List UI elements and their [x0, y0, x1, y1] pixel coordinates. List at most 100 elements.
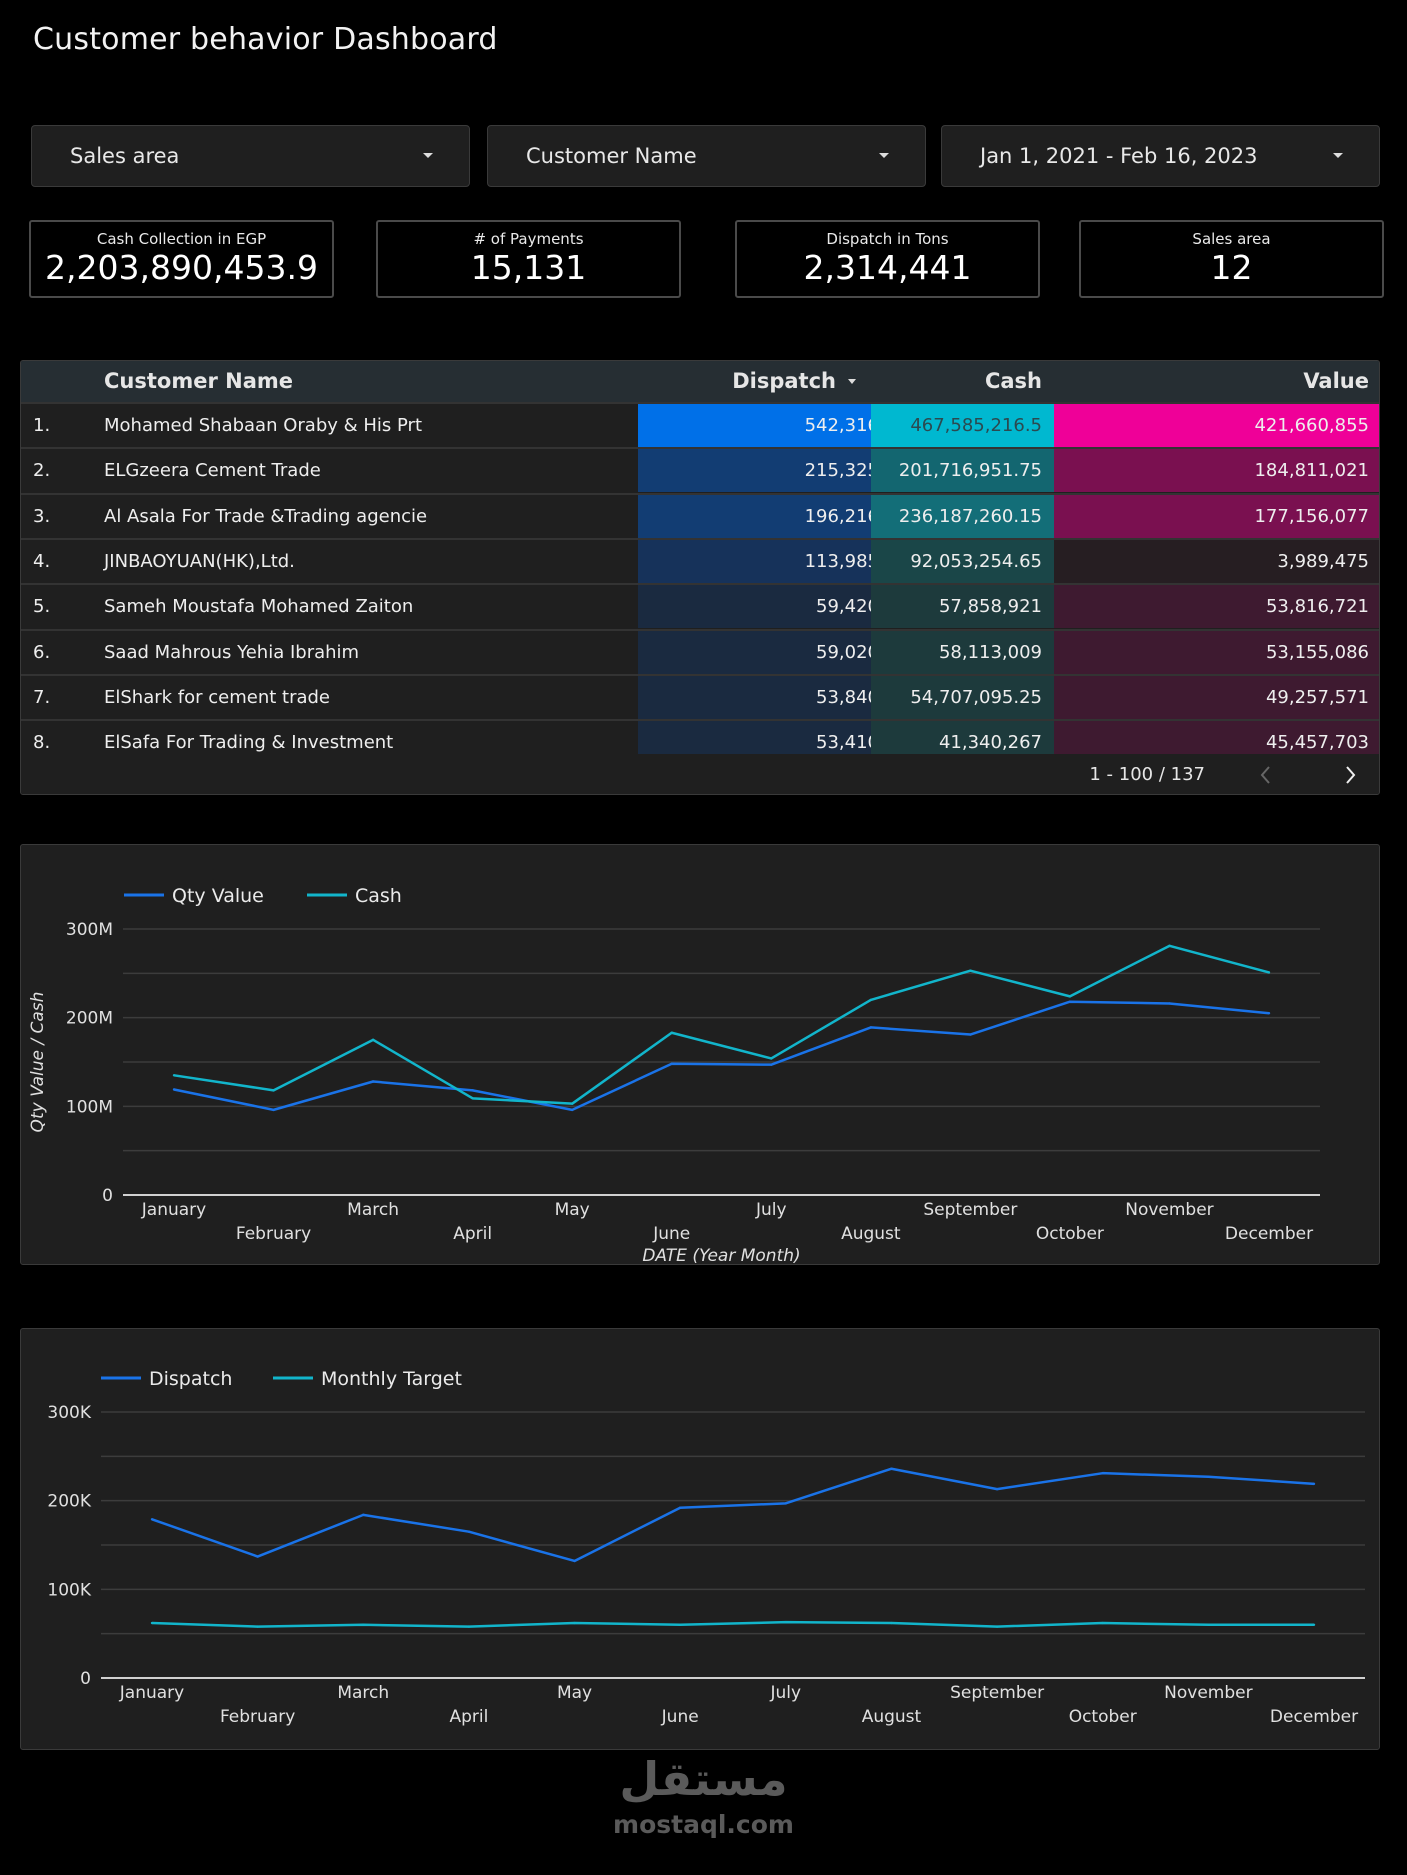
customer-name-cell: Saad Mahrous Yehia Ibrahim [104, 641, 360, 663]
page-title: Customer behavior Dashboard [33, 22, 498, 57]
series-line-dispatch [151, 1467, 1315, 1563]
data-point [890, 1467, 893, 1470]
data-point [467, 1625, 471, 1628]
data-point [678, 1623, 682, 1626]
row-index: 5. [33, 596, 51, 618]
data-point [784, 1502, 788, 1505]
row-index: 8. [33, 732, 51, 754]
data-point [1267, 971, 1271, 974]
y-tick-label: 200K [47, 1492, 91, 1512]
x-tick-label: June [652, 1224, 690, 1244]
data-point [995, 1487, 999, 1491]
y-tick-label: 0 [102, 1186, 113, 1206]
customer-name-cell: ElShark for cement trade [104, 686, 331, 708]
column-header-dispatch[interactable]: Dispatch [638, 361, 866, 402]
dispatch-target-line-chart: 0 100K 200K 300K January February March April Ma… [47, 1368, 1365, 1727]
data-point [573, 1621, 576, 1625]
qty-value-cash-chart-panel: 0 100M 200M 300M January February March April Ma… [20, 844, 1380, 1266]
data-point [1207, 1623, 1210, 1626]
customer-name-cell: JINBAOYUAN(HK),Ltd. [104, 550, 295, 572]
series-line-cash [173, 944, 1270, 1105]
data-point [770, 1063, 773, 1066]
data-point [150, 1518, 154, 1521]
customer-name-filter[interactable]: Customer Name [487, 125, 926, 187]
dispatch-cell: 59,020 [638, 630, 891, 674]
data-point [670, 1062, 673, 1065]
cash-cell: 58,113,009 [871, 630, 1054, 674]
x-tick-label: October [1069, 1707, 1137, 1727]
row-index: 1. [33, 415, 51, 436]
table-pagination: 1 - 100 / 137 [21, 754, 1379, 794]
data-point [869, 1026, 873, 1029]
caret-down-icon [1333, 153, 1343, 158]
x-tick-label: January [119, 1683, 184, 1703]
data-point [869, 998, 873, 1002]
x-axis-title: DATE (Year Month) [642, 1246, 800, 1266]
kpi-value: 12 [1210, 248, 1253, 287]
sales-area-filter[interactable]: Sales area [31, 125, 470, 187]
value-cell: 53,816,721 [1054, 585, 1379, 629]
kpi-sales-area: Sales area 12 [1079, 220, 1384, 298]
chevron-left-icon[interactable] [1255, 764, 1277, 786]
legend-label: Monthly Target [321, 1368, 462, 1390]
series-line-qty-value [173, 1000, 1270, 1112]
x-tick-label: April [453, 1224, 492, 1244]
x-tick-label: March [347, 1200, 399, 1220]
column-header-customer-name[interactable]: Customer Name [104, 369, 293, 393]
column-header-cash[interactable]: Cash [984, 369, 1042, 393]
customer-name-cell: ELGzeera Cement Trade [104, 460, 321, 482]
x-tick-label: May [557, 1683, 592, 1703]
data-point [969, 969, 972, 972]
table-row[interactable]: 5. Sameh Moustafa Mohamed Zaiton 59,420 57,… [21, 583, 1379, 629]
value-cell: 3,989,475 [1054, 539, 1379, 583]
dispatch-cell: 113,985 [638, 539, 891, 583]
value-cell: 53,155,086 [1054, 630, 1379, 674]
date-range-filter[interactable]: Jan 1, 2021 - Feb 16, 2023 [941, 125, 1380, 187]
table-row[interactable]: 3. Al Asala For Trade &Trading agencie 196… [21, 492, 1379, 538]
legend-label: Dispatch [149, 1368, 232, 1390]
x-tick-label: September [950, 1683, 1044, 1703]
caret-down-icon [423, 153, 433, 158]
customer-name-cell: Sameh Moustafa Mohamed Zaiton [104, 596, 414, 618]
y-tick-label: 100M [66, 1097, 113, 1117]
table-row[interactable]: 1. Mohamed Shabaan Oraby & His Prt 542,316… [21, 402, 1379, 447]
kpi-dispatch-tons: Dispatch in Tons 2,314,441 [735, 220, 1040, 298]
x-tick-label: March [337, 1683, 389, 1703]
table-row[interactable]: 6. Saad Mahrous Yehia Ibrahim 59,020 58,113… [21, 628, 1379, 674]
kpi-value: 2,314,441 [803, 248, 972, 287]
row-index: 4. [33, 550, 51, 572]
kpi-value: 2,203,890,453.9 [45, 248, 318, 287]
data-point [256, 1555, 259, 1558]
column-header-value[interactable]: Value [1303, 369, 1369, 393]
table-row[interactable]: 4. JINBAOYUAN(HK),Ltd. 113,985 92,053,254.6… [21, 537, 1379, 583]
x-tick-label: May [555, 1200, 590, 1220]
row-index: 2. [33, 460, 51, 482]
data-point [1312, 1623, 1316, 1626]
value-cell: 421,660,855 [1054, 404, 1379, 447]
table-row[interactable]: 2. ELGzeera Cement Trade 215,325 201,716,95… [21, 447, 1379, 493]
data-point [471, 1097, 474, 1100]
y-tick-label: 200M [66, 1009, 113, 1029]
data-point [1101, 1621, 1104, 1625]
y-tick-label: 300M [66, 920, 113, 940]
x-tick-label: September [923, 1200, 1017, 1220]
cash-cell: 467,585,216.5 [871, 404, 1054, 447]
table-row[interactable]: 7. ElShark for cement trade 53,840 54,707,0… [21, 673, 1379, 719]
data-point [570, 1102, 574, 1105]
data-point [570, 1108, 574, 1112]
dispatch-cell: 215,325 [638, 449, 891, 493]
data-point [371, 1038, 375, 1042]
data-point [670, 1031, 673, 1034]
x-tick-label: February [236, 1224, 311, 1244]
sales-area-filter-label: Sales area [70, 144, 180, 168]
dispatch-cell: 542,316 [638, 404, 891, 447]
cash-cell: 236,187,260.15 [871, 494, 1054, 538]
dispatch-cell: 59,420 [638, 585, 891, 629]
data-point [172, 1088, 176, 1091]
row-index: 6. [33, 641, 51, 663]
x-tick-label: January [141, 1200, 206, 1220]
cash-cell: 92,053,254.65 [871, 539, 1054, 583]
data-point [1168, 944, 1171, 948]
chevron-right-icon[interactable] [1339, 764, 1361, 786]
data-point [172, 1074, 176, 1077]
